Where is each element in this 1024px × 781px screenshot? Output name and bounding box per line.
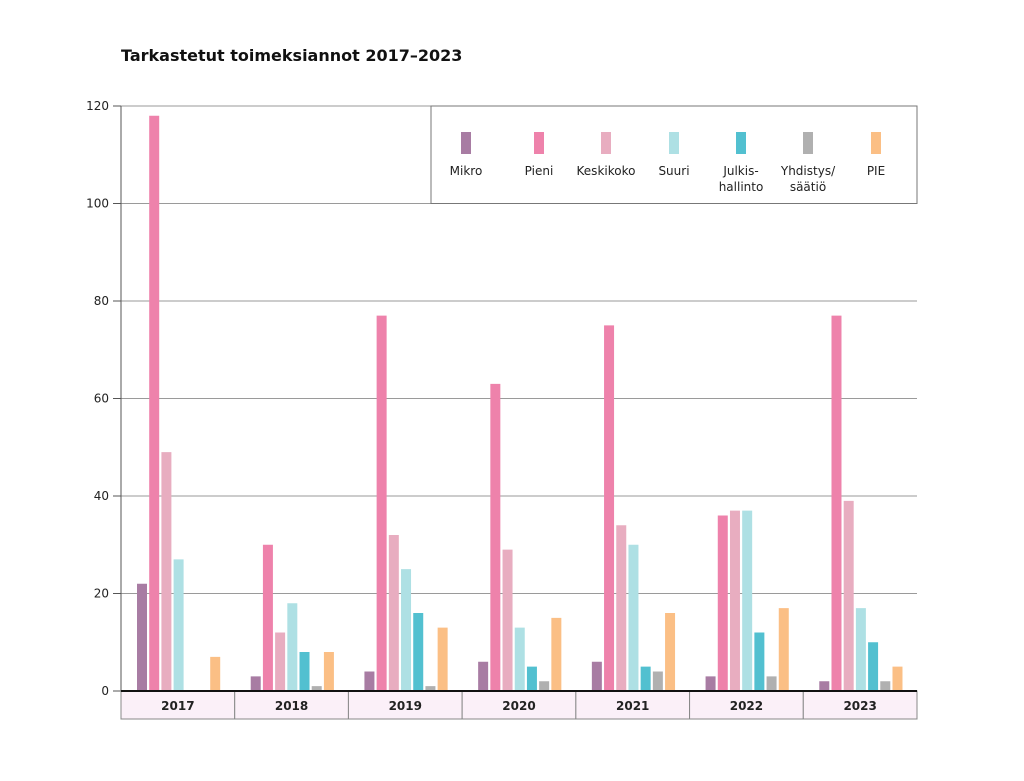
chart-title: Tarkastetut toimeksiannot 2017–2023 (121, 46, 463, 65)
bar-keskikoko-2021 (616, 525, 627, 691)
bar-keskikoko-2019 (388, 535, 399, 691)
legend-label: Keskikoko (577, 164, 636, 178)
bar-julkis-hallinto-2022 (754, 632, 765, 691)
bar-keskikoko-2020 (502, 549, 513, 691)
x-tick-label: 2017 (161, 699, 194, 713)
bar-suuri-2023 (855, 608, 866, 691)
bar-pieni-2023 (831, 315, 842, 691)
y-tick-label: 120 (86, 99, 109, 113)
legend-label: Pieni (525, 164, 554, 178)
bar-pieni-2021 (604, 325, 615, 691)
y-tick-label: 100 (86, 197, 109, 211)
legend-swatch (601, 132, 611, 154)
bar-pie-2023 (892, 666, 903, 691)
y-tick-label: 20 (94, 587, 109, 601)
bar-keskikoko-2018 (275, 632, 286, 691)
bar-pieni-2017 (149, 115, 160, 691)
bar-suuri-2021 (628, 544, 639, 691)
bar-suuri-2019 (401, 569, 412, 691)
bar-yhdistys-s-ti--2023 (880, 681, 891, 691)
legend-swatch (534, 132, 544, 154)
legend-box (430, 105, 918, 204)
bar-yhdistys-s-ti--2020 (539, 681, 550, 691)
bar-keskikoko-2017 (161, 452, 172, 691)
legend-label: säätiö (790, 180, 826, 194)
category-cell (689, 690, 804, 720)
bar-mikro-2018 (250, 676, 261, 691)
legend-swatch (803, 132, 813, 154)
category-cell (802, 690, 918, 720)
bar-mikro-2019 (364, 671, 375, 691)
bar-mikro-2023 (819, 681, 830, 691)
x-tick-label: 2021 (616, 699, 649, 713)
legend-label: Suuri (658, 164, 689, 178)
bar-julkis-hallinto-2019 (413, 613, 424, 691)
legend-label: Julkis- (722, 164, 758, 178)
bar-pie-2021 (665, 613, 676, 691)
bar-mikro-2017 (137, 583, 147, 691)
bar-suuri-2020 (514, 627, 525, 691)
bar-pieni-2020 (490, 383, 501, 691)
bar-pie-2020 (551, 617, 562, 691)
legend-swatch (871, 132, 881, 154)
legend-label: Mikro (450, 164, 483, 178)
x-tick-label: 2019 (389, 699, 422, 713)
bar-pie-2018 (323, 652, 334, 691)
bar-pie-2019 (437, 627, 448, 691)
bar-suuri-2017 (173, 559, 184, 691)
legend-swatch (461, 132, 471, 154)
bar-julkis-hallinto-2018 (299, 652, 310, 691)
y-tick-label: 80 (94, 294, 109, 308)
y-tick-label: 60 (94, 392, 109, 406)
legend-swatch (669, 132, 679, 154)
bar-julkis-hallinto-2020 (526, 666, 537, 691)
bar-mikro-2021 (591, 661, 602, 691)
bar-yhdistys-s-ti--2021 (652, 671, 663, 691)
x-tick-label: 2020 (502, 699, 535, 713)
x-tick-label: 2022 (730, 699, 763, 713)
x-tick-label: 2018 (275, 699, 308, 713)
bar-pie-2017 (210, 656, 221, 691)
bar-pieni-2019 (376, 315, 387, 691)
legend-swatch (736, 132, 746, 154)
bar-pieni-2018 (262, 544, 273, 691)
legend-label: Yhdistys/ (780, 164, 836, 178)
bar-keskikoko-2023 (843, 500, 854, 691)
bar-julkis-hallinto-2023 (868, 642, 879, 691)
legend-label: PIE (867, 164, 885, 178)
bar-julkis-hallinto-2021 (640, 666, 651, 691)
bar-yhdistys-s-ti--2022 (766, 676, 777, 691)
bar-yhdistys-s-ti--2019 (425, 686, 436, 691)
bar-pieni-2022 (717, 515, 728, 691)
bar-yhdistys-s-ti--2018 (311, 686, 322, 691)
bar-keskikoko-2022 (729, 510, 740, 691)
bar-suuri-2022 (742, 510, 753, 691)
y-tick-label: 40 (94, 489, 109, 503)
y-tick-label: 0 (101, 684, 109, 698)
bar-suuri-2018 (287, 603, 298, 691)
x-tick-label: 2023 (843, 699, 876, 713)
bar-mikro-2022 (705, 676, 716, 691)
bar-pie-2022 (778, 608, 789, 691)
legend-label: hallinto (719, 180, 764, 194)
bar-mikro-2020 (478, 661, 489, 691)
